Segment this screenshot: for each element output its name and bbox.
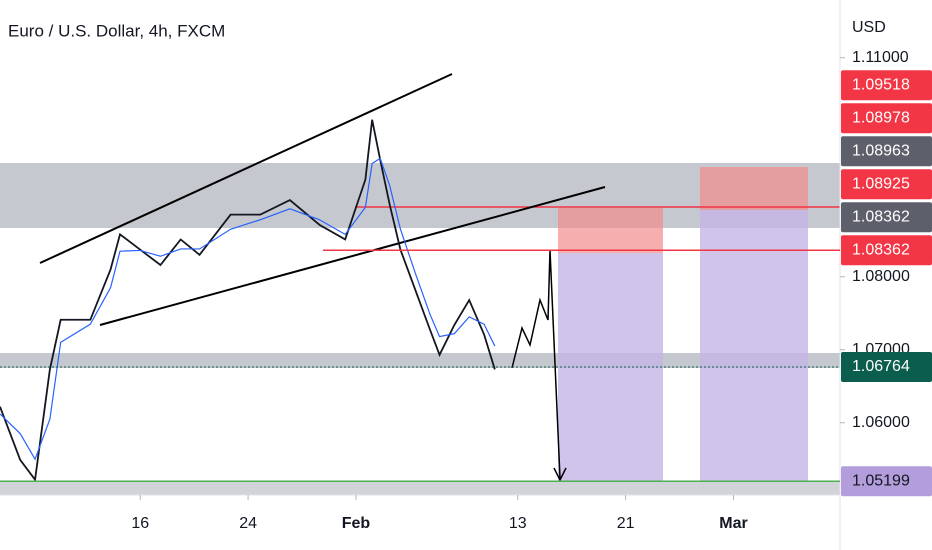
stop-box (700, 167, 808, 210)
arrow-head (553, 467, 567, 482)
price-label-box (841, 136, 932, 167)
trend-line (99, 186, 606, 326)
price-label-box (841, 70, 932, 101)
price-label: 1.06764 (852, 358, 910, 375)
x-tick-label: Feb (342, 515, 371, 532)
x-tick-label: 13 (509, 515, 527, 532)
target-box (700, 210, 808, 481)
chart-title: Euro / U.S. Dollar, 4h, FXCM (8, 21, 225, 40)
bottom-zone (0, 481, 840, 495)
x-tick-label: 16 (131, 515, 149, 532)
price-label-box (841, 202, 932, 233)
price-line (0, 157, 496, 461)
y-tick-label: 1.11000 (852, 49, 909, 66)
price-label: 1.05199 (852, 472, 910, 489)
y-tick-label: 1.08000 (852, 268, 910, 285)
price-label: 1.08925 (852, 175, 910, 192)
price-label: 1.08963 (852, 142, 910, 159)
price-label-box (841, 235, 932, 266)
x-tick-label: 21 (617, 515, 635, 532)
price-label-box (841, 351, 932, 382)
price-label-box (841, 103, 932, 134)
stop-box (558, 208, 663, 253)
price-label: 1.09518 (852, 76, 910, 93)
price-label: 1.08978 (852, 109, 910, 126)
price-label-box (841, 169, 932, 200)
price-label: 1.08362 (852, 241, 910, 258)
x-tick-label: Mar (719, 515, 747, 532)
price-label-box (841, 466, 932, 497)
x-tick-label: 24 (239, 515, 257, 532)
y-axis-label: USD (852, 19, 886, 36)
trend-line (39, 73, 453, 264)
y-tick-label: 1.06000 (852, 414, 910, 431)
price-label: 1.08362 (852, 208, 910, 225)
price-line (0, 119, 496, 482)
